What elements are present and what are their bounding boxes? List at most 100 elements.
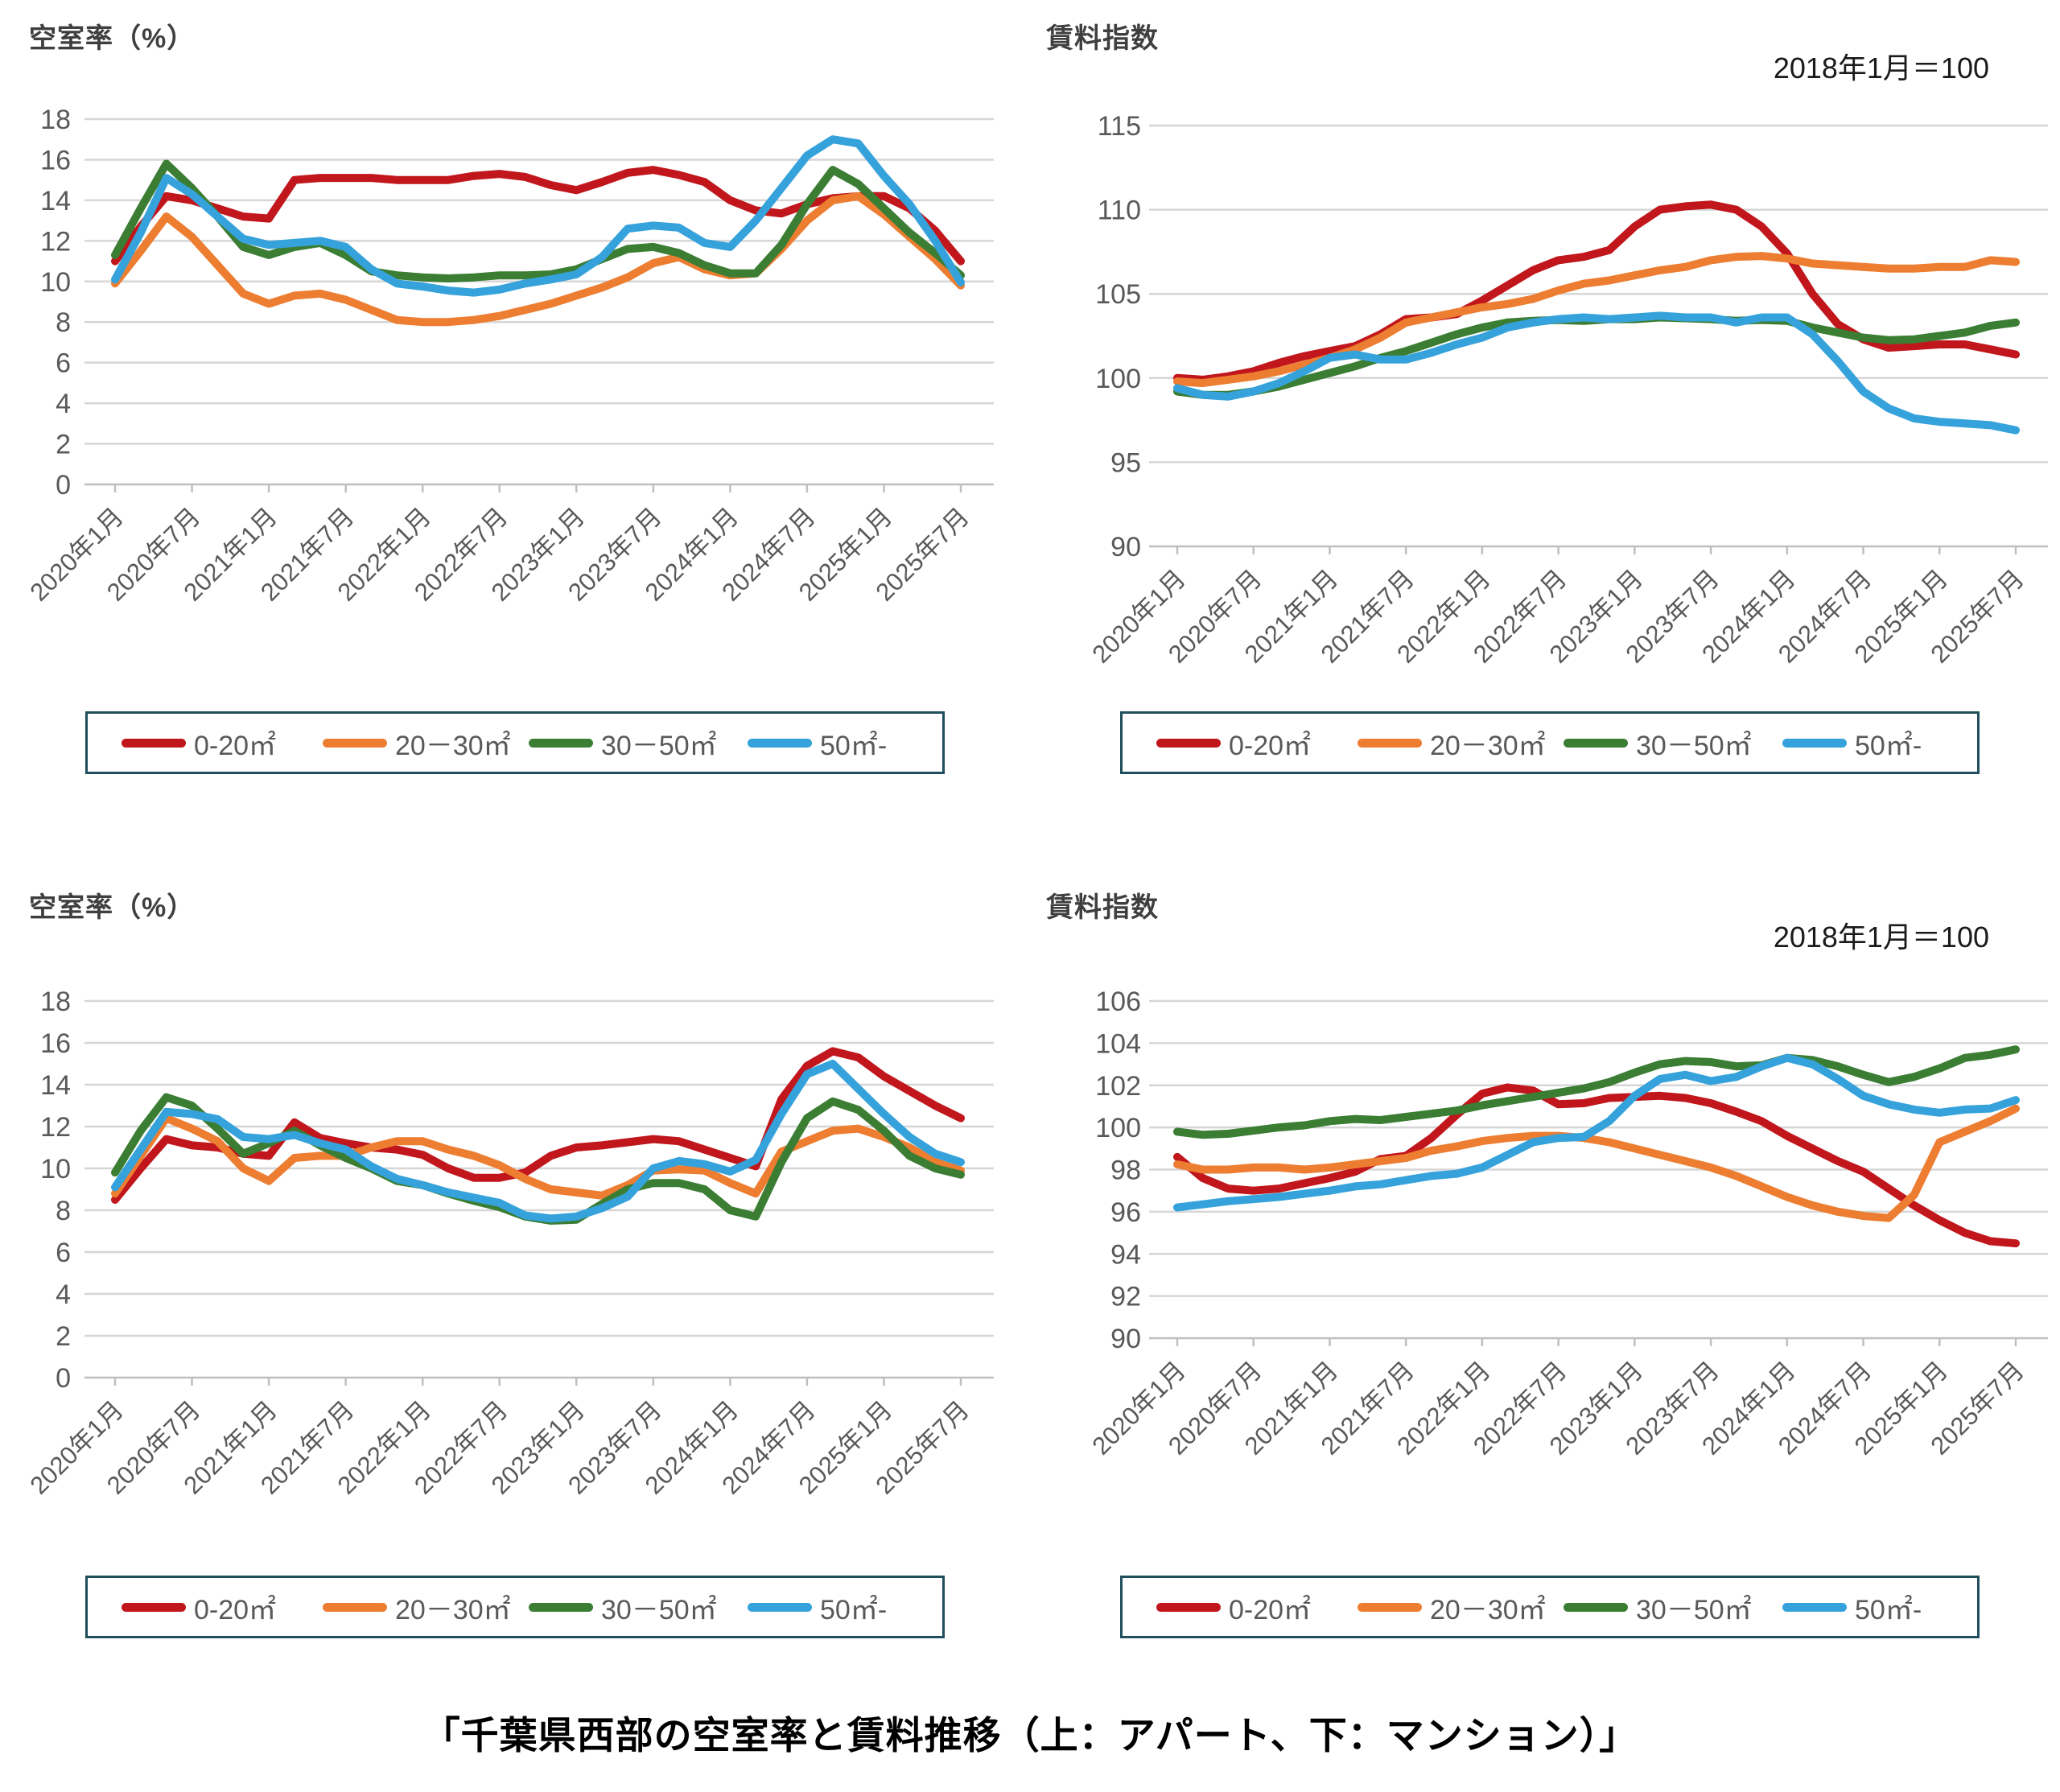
legend-item: 0-20㎡ [122, 714, 276, 772]
y-tick-label: 18 [40, 105, 71, 135]
legend-swatch-icon [1564, 738, 1628, 748]
chart-mansion-rent: 10610410210098969492902020年1月2020年7月2021… [1086, 987, 2048, 1460]
y-tick-label: 8 [56, 1196, 71, 1226]
legend-item: 0-20㎡ [1156, 1578, 1311, 1636]
legend-label: 0-20㎡ [1229, 1594, 1312, 1625]
y-tick-label: 100 [1095, 364, 1141, 394]
series-line-0-20㎡ [111, 166, 965, 266]
series-line-50㎡- [111, 1060, 965, 1223]
series-line-30－50㎡ [111, 1093, 965, 1225]
legend-item: 0-20㎡ [1156, 714, 1311, 772]
chart-title-apartment-vacancy: 空室率（%） [29, 23, 196, 54]
y-tick-label: 2 [56, 430, 71, 460]
y-tick-label: 12 [40, 1112, 71, 1143]
series-line-50㎡- [1173, 1053, 2020, 1212]
legend-label: 0-20㎡ [1229, 730, 1312, 761]
y-tick-label: 106 [1095, 987, 1141, 1017]
legend-swatch-icon [1782, 1602, 1847, 1612]
series-line-20－30㎡ [1173, 1104, 2020, 1222]
y-tick-label: 98 [1110, 1156, 1141, 1186]
series-line-50㎡- [111, 135, 965, 297]
legend-swatch-icon [122, 1602, 186, 1612]
y-tick-label: 12 [40, 226, 71, 257]
legend-swatch-icon [529, 1602, 593, 1612]
legend-swatch-icon [748, 1602, 812, 1612]
legend-mansion-rent: 0-20㎡ 20－30㎡ 30－50㎡ 50㎡- [1120, 1576, 1980, 1638]
y-tick-label: 105 [1095, 279, 1141, 310]
figure-caption: 「千葉県西部の空室率と賃料推移（上：アパート、下：マンション）」 [422, 1714, 1638, 1757]
y-tick-label: 0 [56, 1363, 71, 1394]
legend-mansion-vacancy: 0-20㎡ 20－30㎡ 30－50㎡ 50㎡- [85, 1576, 945, 1638]
series-line-0-20㎡ [111, 1047, 965, 1204]
y-tick-label: 16 [40, 145, 71, 175]
base-period-note-apartment: 2018年1月＝100 [1773, 51, 1989, 84]
y-tick-label: 10 [40, 267, 71, 298]
legend-item: 30－50㎡ [1564, 714, 1752, 772]
series-line-30－50㎡ [1173, 1045, 2020, 1139]
y-tick-label: 10 [40, 1154, 71, 1184]
legend-apartment-vacancy: 0-20㎡ 20－30㎡ 30－50㎡ 50㎡- [85, 711, 945, 774]
series-line-50㎡- [1173, 311, 2020, 435]
y-tick-label: 4 [56, 389, 71, 419]
y-tick-label: 110 [1098, 196, 1141, 226]
legend-item: 0-20㎡ [122, 1578, 276, 1636]
y-tick-label: 6 [56, 1238, 71, 1268]
y-tick-label: 6 [56, 348, 71, 379]
legend-item: 30－50㎡ [529, 1578, 717, 1636]
legend-item: 20－30㎡ [323, 1578, 511, 1636]
legend-item: 50㎡- [1782, 1578, 1922, 1636]
y-tick-label: 14 [40, 186, 71, 216]
legend-label: 50㎡- [820, 730, 888, 761]
chart-title-mansion-vacancy: 空室率（%） [29, 892, 196, 923]
y-tick-label: 95 [1110, 447, 1141, 478]
legend-swatch-icon [122, 738, 186, 748]
legend-label: 20－30㎡ [395, 730, 511, 761]
legend-item: 30－50㎡ [529, 714, 717, 772]
legend-swatch-icon [1358, 738, 1422, 748]
legend-label: 20－30㎡ [1430, 730, 1546, 761]
legend-item: 20－30㎡ [1358, 714, 1546, 772]
legend-label: 50㎡- [820, 1594, 888, 1625]
legend-label: 20－30㎡ [1430, 1594, 1546, 1625]
legend-item: 50㎡- [748, 714, 887, 772]
y-tick-label: 102 [1095, 1071, 1141, 1102]
series-line-0-20㎡ [1173, 200, 2020, 384]
legend-apartment-rent: 0-20㎡ 20－30㎡ 30－50㎡ 50㎡- [1120, 711, 1980, 774]
legend-label: 30－50㎡ [1636, 730, 1752, 761]
y-tick-label: 90 [1110, 532, 1141, 562]
y-tick-label: 2 [56, 1321, 71, 1352]
legend-swatch-icon [1156, 738, 1221, 748]
y-tick-label: 0 [56, 470, 71, 501]
chart-title-mansion-rent: 賃料指数 [1046, 892, 1159, 923]
y-tick-label: 104 [1095, 1028, 1141, 1059]
legend-label: 30－50㎡ [601, 1594, 717, 1625]
legend-swatch-icon [1358, 1602, 1422, 1612]
legend-swatch-icon [1782, 738, 1847, 748]
series-line-20－30㎡ [111, 1114, 965, 1200]
legend-swatch-icon [323, 738, 387, 748]
legend-item: 30－50㎡ [1564, 1578, 1752, 1636]
y-tick-label: 115 [1098, 111, 1141, 142]
chart-apartment-vacancy: 1816141210864202020年1月2020年7月2021年1月2021… [24, 105, 994, 607]
y-tick-label: 14 [40, 1070, 71, 1101]
y-tick-label: 90 [1110, 1324, 1141, 1354]
legend-swatch-icon [323, 1602, 387, 1612]
base-period-note-mansion: 2018年1月＝100 [1773, 921, 1989, 954]
y-tick-label: 8 [56, 307, 71, 338]
y-tick-label: 100 [1095, 1113, 1141, 1143]
y-tick-label: 4 [56, 1279, 71, 1310]
legend-label: 0-20㎡ [194, 730, 277, 761]
legend-label: 30－50㎡ [601, 730, 717, 761]
series-line-20－30㎡ [111, 192, 965, 327]
series-line-0-20㎡ [1173, 1083, 2020, 1248]
legend-label: 20－30㎡ [395, 1594, 511, 1625]
legend-label: 50㎡- [1855, 730, 1922, 761]
y-tick-label: 18 [40, 987, 71, 1017]
legend-item: 20－30㎡ [323, 714, 511, 772]
legend-swatch-icon [1156, 1602, 1221, 1612]
legend-swatch-icon [529, 738, 593, 748]
legend-label: 30－50㎡ [1636, 1594, 1752, 1625]
legend-item: 20－30㎡ [1358, 1578, 1546, 1636]
